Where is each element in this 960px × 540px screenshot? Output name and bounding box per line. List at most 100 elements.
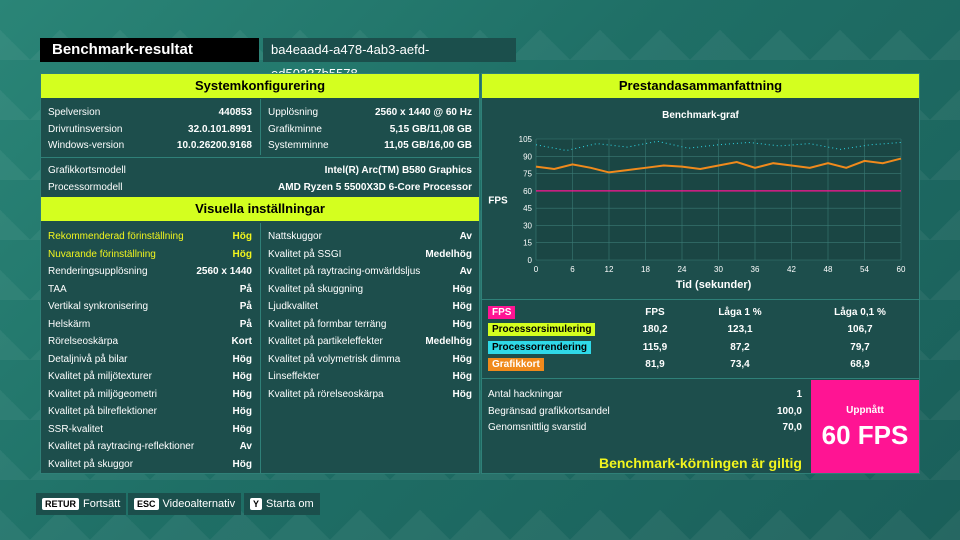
system-row: Windows-version 10.0.26200.9168 [48, 137, 252, 154]
row-value: Intel(R) Arc(TM) B580 Graphics [324, 165, 472, 176]
row-label: Kvalitet på raytracing-omvärldsljus [268, 266, 421, 277]
fps-table-row: Processorrendering 115,9 87,2 79,7 [488, 339, 870, 356]
y-tick-label: 90 [523, 152, 532, 161]
x-tick-label: 42 [787, 265, 796, 274]
row-label: Spelversion [48, 107, 101, 118]
row-label: Kvalitet på miljötexturer [48, 371, 152, 382]
stat-label: Genomsnittlig svarstid [488, 422, 587, 433]
row-value: 2560 x 1440 @ 60 Hz [374, 107, 472, 118]
row-value: På [239, 318, 252, 330]
stat-label: Antal hackningar [488, 389, 563, 400]
row-label: Kvalitet på formbar terräng [268, 318, 387, 330]
row-value: På [239, 301, 252, 312]
row-label: Nuvarande förinställning [48, 248, 156, 260]
x-axis-label: Tid (sekunder) [676, 279, 752, 291]
row-label: Drivrutinsversion [48, 123, 123, 135]
visual-setting-row: Kvalitet på miljötexturer Hög [48, 368, 252, 385]
row-value: Hög [452, 371, 472, 382]
row-label: Kvalitet på partikeleffekter [268, 336, 383, 347]
hardware-row: Grafikkortsmodell Intel(R) Arc(TM) B580 G… [48, 162, 472, 179]
achieved-box: Uppnått 60 FPS [811, 380, 919, 473]
visual-setting-row: Ljudkvalitet Hög [268, 298, 472, 315]
footer-continue[interactable]: RETUR Fortsätt [36, 493, 127, 515]
row-value: Kort [231, 336, 252, 347]
row-label: Vertikal synkronisering [48, 301, 149, 312]
system-row: Drivrutinsversion 32.0.101.8991 [48, 121, 252, 138]
fps-column-header: Låga 0,1 % [834, 307, 886, 318]
row-label: Detaljnivå på bilar [48, 353, 128, 365]
row-value: Av [239, 441, 252, 452]
x-tick-label: 48 [824, 265, 833, 274]
x-tick-label: 18 [641, 265, 650, 274]
chart-title: Benchmark-graf [662, 110, 739, 121]
row-value: 11,05 GB/16,00 GB [384, 140, 472, 151]
fps-value: 106,7 [847, 324, 873, 335]
valid-text: Benchmark-körningen är giltig [598, 455, 802, 471]
system-row: Upplösning 2560 x 1440 @ 60 Hz [268, 104, 472, 121]
row-label: Kvalitet på skuggor [48, 458, 134, 470]
stat-row: Begränsad grafikkortsandel 100,0 [488, 403, 802, 420]
row-value: AMD Ryzen 5 5500X3D 6-Core Processor [278, 181, 472, 193]
row-value: Av [459, 231, 472, 242]
row-value: Hög [232, 231, 252, 242]
row-label: Helskärm [48, 318, 91, 330]
row-label: Processormodell [48, 181, 123, 193]
page-title: Benchmark-resultat [40, 38, 259, 62]
row-label: Kvalitet på volymetrisk dimma [268, 353, 401, 365]
footer-label: Videoalternativ [162, 498, 236, 510]
fps-value: 68,9 [850, 359, 870, 370]
footer-restart[interactable]: Y Starta om [244, 493, 320, 515]
visual-setting-row: Kvalitet på skuggor Hög [48, 456, 252, 473]
row-label: Grafikminne [268, 123, 322, 135]
system-row: Spelversion 440853 [48, 104, 252, 121]
row-value: Hög [232, 423, 252, 435]
x-tick-label: 12 [605, 265, 614, 274]
row-label: TAA [48, 283, 67, 295]
row-label: Renderingsupplösning [48, 266, 148, 277]
visual-setting-row: Kvalitet på bilreflektioner Hög [48, 403, 252, 420]
visual-setting-row: Rekommenderad förinställning Hög [48, 228, 252, 245]
footer-video-options[interactable]: ESC Videoalternativ [128, 493, 242, 515]
visual-setting-row: SSR-kvalitet Hög [48, 421, 252, 438]
row-label: Rekommenderad förinställning [48, 231, 184, 242]
footer-label: Starta om [266, 498, 314, 510]
row-value: 10.0.26200.9168 [176, 140, 252, 151]
fps-chip: FPS [488, 306, 516, 319]
visual-setting-row: Kvalitet på raytracing-omvärldsljus Av [268, 263, 472, 280]
row-label: Kvalitet på skuggning [268, 283, 364, 295]
y-tick-label: 0 [528, 256, 533, 265]
fps-value: 79,7 [850, 341, 870, 353]
row-label: SSR-kvalitet [48, 423, 104, 435]
x-tick-label: 24 [678, 265, 687, 274]
visual-settings-header: Visuella inställningar [41, 197, 479, 221]
row-value: Hög [232, 371, 252, 382]
divider [482, 378, 919, 379]
system-row: Systemminne 11,05 GB/16,00 GB [268, 137, 472, 154]
fps-table-row: Grafikkort 81,9 73,4 68,9 [488, 356, 870, 373]
row-value: På [239, 283, 252, 295]
return-key-icon: RETUR [42, 498, 79, 510]
fps-table-row: Processorsimulering 180,2 123,1 106,7 [488, 321, 873, 338]
fps-column-header: FPS [645, 307, 665, 318]
row-label: Kvalitet på rörelseoskärpa [268, 388, 384, 400]
series-line [535, 140, 902, 152]
visual-setting-row: Kvalitet på skuggning Hög [268, 281, 472, 298]
row-label: Windows-version [48, 140, 125, 151]
benchmark-chart: 0 15 30 45 60 75 90 105 0 6 12 18 24 30 36 42 48 54 60 FPS T… [488, 135, 906, 291]
achieved-value: 60 FPS [821, 420, 909, 450]
y-tick-label: 15 [523, 239, 532, 248]
stat-value: 70,0 [782, 422, 802, 433]
achieved-label: Uppnått [846, 405, 884, 416]
row-label: Ljudkvalitet [268, 301, 319, 312]
row-value: Medelhög [425, 336, 472, 347]
visual-setting-row: Nattskuggor Av [268, 228, 472, 245]
row-label: Linseffekter [268, 371, 320, 382]
fps-column-header: Låga 1 % [718, 307, 762, 318]
row-value: 5,15 GB/11,08 GB [389, 123, 472, 135]
row-label: Rörelseoskärpa [48, 336, 119, 347]
system-config-header: Systemkonfigurering [41, 74, 479, 98]
row-label: Upplösning [268, 107, 319, 118]
row-label: Kvalitet på raytracing-reflektioner [48, 441, 195, 452]
x-tick-label: 54 [860, 265, 869, 274]
visual-setting-row: Kvalitet på partikeleffekter Medelhög [268, 333, 472, 350]
